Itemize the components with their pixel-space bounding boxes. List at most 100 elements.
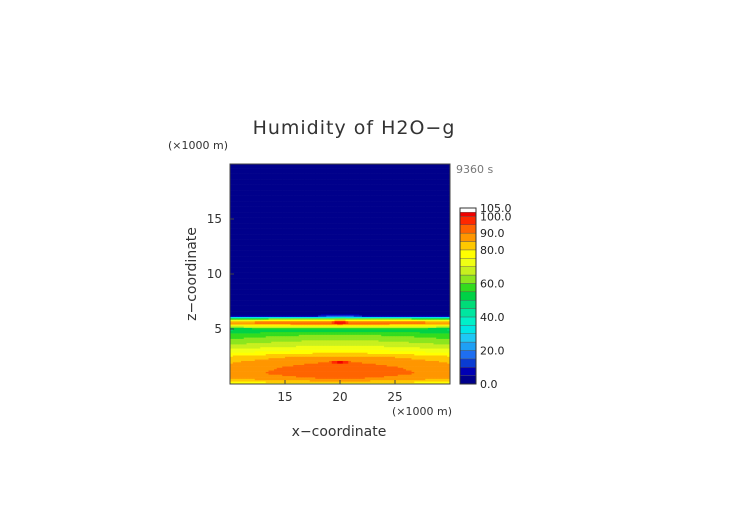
field-cell (241, 360, 245, 363)
field-cell (304, 353, 308, 356)
field-cell (337, 327, 341, 330)
field-cell (441, 364, 445, 367)
field-cell (428, 348, 432, 350)
field-cell (279, 333, 283, 335)
field-cell (447, 351, 451, 353)
field-cell (430, 363, 434, 366)
field-cell (381, 304, 385, 306)
field-cell (268, 327, 272, 330)
field-cell (353, 324, 357, 327)
field-cell (265, 300, 269, 302)
field-cell (252, 329, 256, 331)
field-cell (348, 312, 352, 315)
field-cell (285, 359, 289, 361)
field-cell (359, 362, 363, 364)
field-cell (395, 377, 399, 379)
field-cell (274, 344, 278, 346)
field-cell (279, 363, 283, 366)
field-cell (304, 300, 308, 302)
field-cell (268, 315, 272, 317)
field-cell (359, 312, 363, 315)
field-cell (238, 374, 242, 377)
field-cell (439, 341, 443, 344)
field-cell (375, 337, 379, 339)
field-cell (428, 352, 432, 355)
field-cell (433, 312, 437, 315)
field-cell (441, 319, 445, 322)
field-cell (419, 342, 423, 345)
field-cell (320, 362, 324, 364)
field-cell (265, 322, 269, 324)
field-cell (364, 312, 368, 315)
field-cell (296, 300, 300, 302)
field-cell (397, 318, 401, 320)
field-cell (356, 301, 360, 304)
field-cell (265, 381, 269, 383)
field-cell (232, 379, 236, 382)
field-cell (279, 373, 283, 375)
field-cell (230, 373, 234, 375)
field-cell (285, 379, 289, 382)
field-cell (238, 362, 242, 364)
field-cell (268, 345, 272, 348)
field-cell (263, 309, 267, 312)
field-cell (406, 324, 410, 327)
field-cell (384, 373, 388, 375)
field-cell (232, 320, 236, 323)
field-cell (268, 309, 272, 312)
field-cell (312, 357, 316, 360)
field-cell (265, 337, 269, 339)
field-cell (315, 330, 319, 333)
field-cell (422, 316, 426, 319)
field-cell (323, 371, 327, 374)
field-cell (260, 322, 264, 324)
field-cell (238, 331, 242, 334)
field-cell (353, 348, 357, 350)
field-cell (447, 334, 451, 337)
field-cell (395, 331, 399, 334)
field-cell (419, 344, 423, 346)
field-cell (290, 320, 294, 323)
field-cell (345, 348, 349, 350)
field-cell (367, 319, 371, 322)
field-cell (301, 311, 305, 313)
field-cell (263, 344, 267, 346)
field-cell (403, 300, 407, 302)
field-cell (337, 312, 341, 315)
field-cell (353, 307, 357, 309)
field-cell (290, 344, 294, 346)
field-cell (340, 331, 344, 334)
field-cell (265, 367, 269, 370)
field-cell (353, 301, 357, 304)
field-cell (340, 302, 344, 305)
field-cell (340, 348, 344, 350)
field-cell (411, 309, 415, 312)
field-cell (351, 348, 355, 350)
field-cell (384, 311, 388, 313)
field-cell (364, 337, 368, 339)
field-cell (345, 375, 349, 378)
field-cell (436, 337, 440, 339)
field-cell (395, 330, 399, 333)
field-cell (235, 320, 239, 323)
field-cell (315, 322, 319, 324)
field-cell (430, 364, 434, 367)
field-cell (433, 355, 437, 357)
field-cell (265, 335, 269, 338)
field-cell (436, 381, 440, 383)
field-cell (254, 311, 258, 313)
field-cell (422, 344, 426, 346)
field-cell (329, 355, 333, 357)
field-cell (406, 377, 410, 379)
field-cell (230, 360, 234, 363)
field-cell (265, 334, 269, 337)
field-cell (439, 371, 443, 374)
field-cell (298, 302, 302, 305)
field-cell (287, 353, 291, 356)
field-cell (337, 323, 341, 326)
field-cell (293, 319, 297, 322)
field-cell (353, 355, 357, 357)
field-cell (243, 373, 247, 375)
field-cell (373, 381, 377, 383)
field-cell (359, 363, 363, 366)
